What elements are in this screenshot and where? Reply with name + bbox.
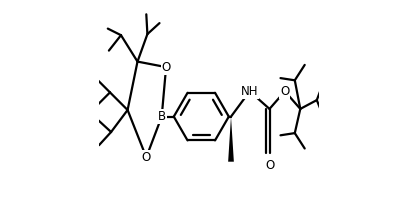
Text: O: O bbox=[265, 158, 274, 172]
Text: O: O bbox=[280, 85, 290, 98]
Text: NH: NH bbox=[241, 85, 258, 98]
Polygon shape bbox=[228, 117, 234, 162]
Text: O: O bbox=[161, 61, 171, 74]
Text: B: B bbox=[158, 110, 166, 123]
Text: O: O bbox=[142, 151, 151, 164]
